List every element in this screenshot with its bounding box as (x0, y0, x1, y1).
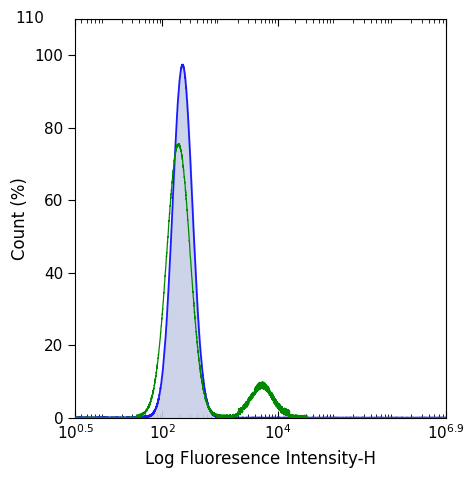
Y-axis label: Count (%): Count (%) (11, 177, 29, 260)
X-axis label: Log Fluoresence Intensity-H: Log Fluoresence Intensity-H (145, 450, 376, 468)
Text: 110: 110 (15, 11, 44, 26)
